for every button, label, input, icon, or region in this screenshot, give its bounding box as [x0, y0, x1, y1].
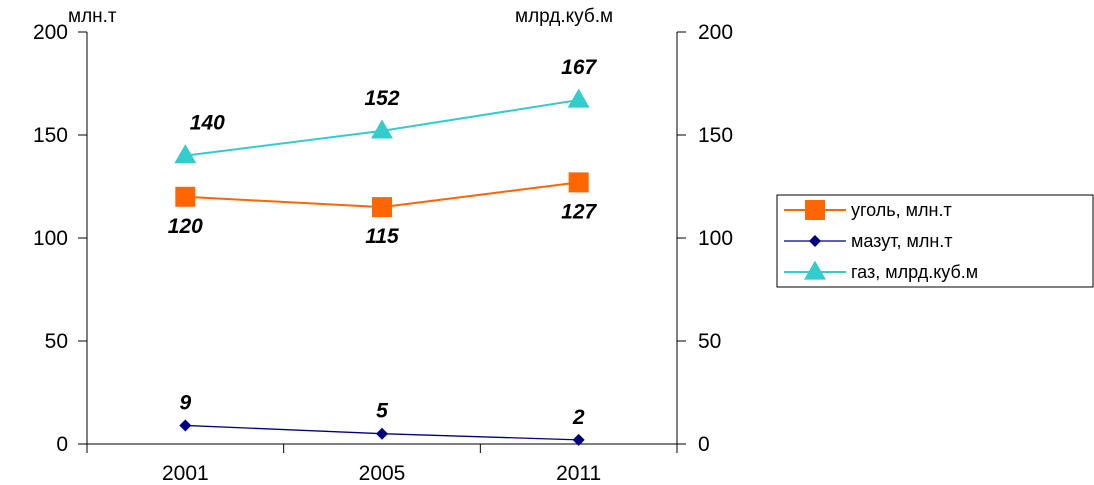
- legend-label: уголь, млн.т: [851, 200, 952, 220]
- data-point: [179, 419, 192, 432]
- left-tick-label: 100: [33, 227, 68, 250]
- right-tick-label: 0: [698, 433, 710, 456]
- left-tick-label: 150: [33, 124, 68, 147]
- data-point: [376, 427, 388, 440]
- series-layer: 120 115 127 9 5 2 140 152 167: [168, 56, 598, 446]
- right-tick-label: 200: [698, 21, 733, 44]
- series-0: 120 115 127: [168, 172, 598, 248]
- legend-label: мазут, млн.т: [851, 231, 953, 251]
- x-tick-label: 2001: [162, 462, 209, 485]
- data-label: 9: [179, 391, 191, 414]
- data-point: [175, 186, 196, 207]
- legend-label: газ, млрд.куб.м: [851, 262, 978, 282]
- data-point: [568, 172, 589, 193]
- legend: уголь, млн.т мазут, млн.т газ, млрд.куб.м: [776, 194, 1094, 288]
- data-point: [174, 144, 197, 164]
- data-label: 115: [365, 225, 399, 248]
- series-2: 140 152 167: [174, 56, 598, 164]
- data-point: [567, 88, 590, 108]
- left-axis-unit-label: млн.т: [68, 6, 117, 27]
- data-label: 120: [168, 215, 203, 238]
- x-tick-label: 2011: [556, 462, 601, 485]
- data-label: 5: [376, 400, 388, 423]
- legend-swatch-marker: [809, 235, 821, 247]
- left-tick-label: 0: [56, 433, 68, 456]
- right-tick-label: 150: [698, 124, 733, 147]
- x-tick-label: 2005: [359, 462, 406, 485]
- left-tick-label: 200: [33, 21, 68, 44]
- data-label: 152: [364, 87, 399, 110]
- data-label: 2: [572, 406, 585, 429]
- data-point: [572, 433, 585, 446]
- data-label: 140: [190, 112, 225, 135]
- axes: 0 50 100 150 200 0 50 100 150 200 2001 2005 2011: [33, 21, 733, 485]
- data-point: [372, 197, 392, 218]
- left-tick-label: 50: [45, 330, 68, 353]
- data-label: 127: [561, 200, 597, 223]
- series-1: 9 5 2: [179, 391, 585, 446]
- right-axis-unit-label: млрд.куб.м: [515, 6, 613, 27]
- data-label: 167: [561, 56, 597, 79]
- right-tick-label: 100: [698, 227, 733, 250]
- legend-swatch-marker: [804, 260, 826, 280]
- legend-swatch-marker: [805, 200, 825, 220]
- right-tick-label: 50: [698, 330, 721, 353]
- data-point: [371, 119, 393, 139]
